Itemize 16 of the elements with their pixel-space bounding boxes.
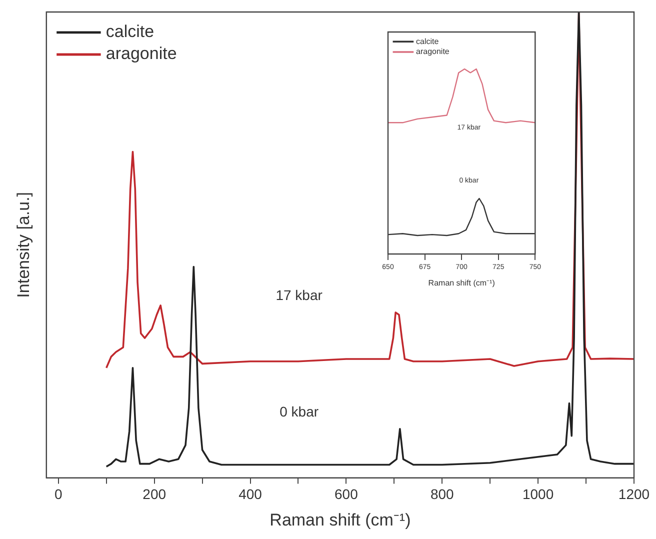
- x-tick-label: 1000: [522, 486, 554, 502]
- x-tick-label: 800: [430, 486, 454, 502]
- x-axis-title: Raman shift (cm⁻¹): [428, 278, 496, 288]
- x-tick-label: 400: [238, 486, 262, 502]
- x-tick-label: 0: [54, 486, 62, 502]
- legend-label: calcite: [416, 36, 440, 46]
- legend-label: aragonite: [416, 47, 450, 56]
- annotation: 0 kbar: [280, 403, 319, 420]
- x-tick-label: 1200: [618, 486, 650, 502]
- y-axis-title: Intensity [a.u.]: [14, 192, 33, 298]
- legend-label: calcite: [106, 22, 154, 42]
- x-axis-title: Raman shift (cm⁻¹): [270, 510, 411, 530]
- legend-label: aragonite: [106, 44, 177, 64]
- annotation: 17 kbar: [276, 286, 323, 303]
- x-tick-label: 600: [334, 486, 358, 502]
- x-tick-label: 200: [142, 486, 166, 502]
